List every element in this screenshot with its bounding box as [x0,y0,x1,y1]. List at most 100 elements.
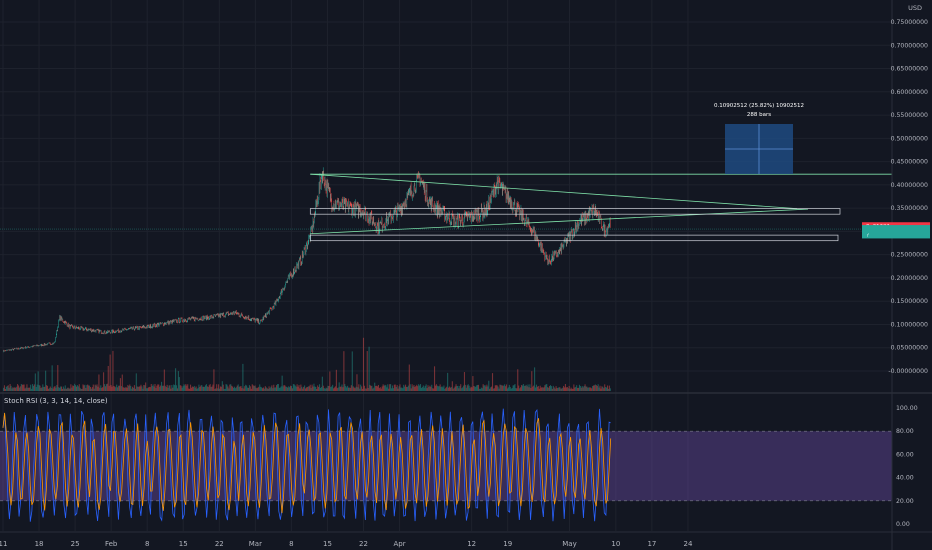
volume-bar [459,385,461,391]
volume-bar [283,384,285,391]
volume-bar [204,385,207,391]
volume-bar [292,384,294,391]
volume-bar [458,388,460,391]
volume-bar [257,387,259,391]
volume-bar [426,388,428,391]
measure-bars-label: 288 bars [747,112,771,118]
volume-bar [88,385,90,391]
volume-bar [130,385,132,391]
volume-bar [537,386,539,391]
volume-bar [387,384,389,391]
volume-bar [319,388,322,391]
volume-bar [275,385,278,391]
price-axis-label: 0.35000000 [891,205,928,212]
volume-bar [194,387,196,391]
volume-bar [137,386,139,391]
volume-bar [16,386,18,391]
time-axis-label: 25 [71,540,80,548]
volume-bar [99,387,101,391]
volume-bar [402,388,404,391]
volume-bar [499,384,501,391]
volume-bar [110,385,112,391]
price-tag-small [862,225,888,234]
volume-bar [158,384,160,391]
descending-trendline [310,173,798,209]
volume-bar [43,386,45,391]
volume-bar [63,388,65,391]
volume-bar [557,387,559,391]
volume-bar [605,387,607,391]
volume-bar [520,387,522,391]
volume-bar [221,381,223,391]
volume-bar [178,377,180,391]
volume-bar [62,386,64,391]
volume-bar [580,387,582,391]
volume-bar [187,384,189,391]
volume-bar [404,386,406,391]
volume-bar [56,384,58,391]
time-axis-label: 8 [145,540,149,548]
volume-bar [433,366,436,391]
volume-bar [542,387,544,391]
volume-bar [569,388,571,391]
time-axis-label: 15 [179,540,188,548]
volume-bar [496,385,498,391]
volume-bar [419,384,422,391]
volume-bar [191,386,193,391]
stoch-rsi-pane[interactable]: Stoch RSI (3, 3, 14, 14, close) [0,397,892,522]
volume-bar [160,385,162,391]
volume-bar [354,388,356,391]
volume-bar [372,388,374,391]
volume-bar [529,384,531,391]
volume-bar [47,388,49,391]
rsi-axis-label: 60.00 [896,451,914,458]
volume-bar [195,386,197,391]
volume-bar [441,386,443,391]
volume-bar [298,385,300,391]
rsi-axis-label: 80.00 [896,428,914,435]
volume-bar [319,384,321,391]
volume-bar [267,388,269,391]
volume-bar [78,384,80,391]
volume-bar [256,388,258,391]
volume-bar [349,387,351,391]
volume-bar [498,388,500,391]
volume-bar [279,387,281,391]
volume-bar [554,388,556,391]
volume-bar [430,386,432,391]
price-tag [862,230,930,239]
volume-bar [359,388,361,391]
volume-bar [566,387,568,391]
volume-bar [532,386,534,391]
volume-bar [65,388,67,391]
volume-bar [52,388,54,391]
price-axis-label: -0.00000000 [888,368,928,375]
volume-bar [453,387,455,391]
volume-bar [263,388,265,391]
volume-bar [121,374,123,391]
volume-bar [51,365,53,391]
volume-bar [277,384,279,391]
volume-bar [337,387,339,391]
volume-bar [32,385,35,391]
volume-bar [251,384,253,391]
volume-bar [112,350,114,391]
volume-bar [338,382,340,391]
volume-bar [530,387,532,391]
volume-bar [346,387,348,391]
volume-bar [111,386,113,391]
volume-bar [260,386,262,391]
volume-bar [141,386,143,391]
volume-bar [38,384,40,391]
time-axis-label: 22 [359,540,368,548]
volume-bar [289,387,291,391]
volume-bar [556,388,558,391]
volume-bar [375,385,377,391]
volume-bar [572,388,574,391]
volume-bar [3,387,5,391]
volume-bar [608,385,610,391]
volume-bar [409,384,411,391]
volume-bar [145,382,147,391]
volume-bar [139,386,141,391]
